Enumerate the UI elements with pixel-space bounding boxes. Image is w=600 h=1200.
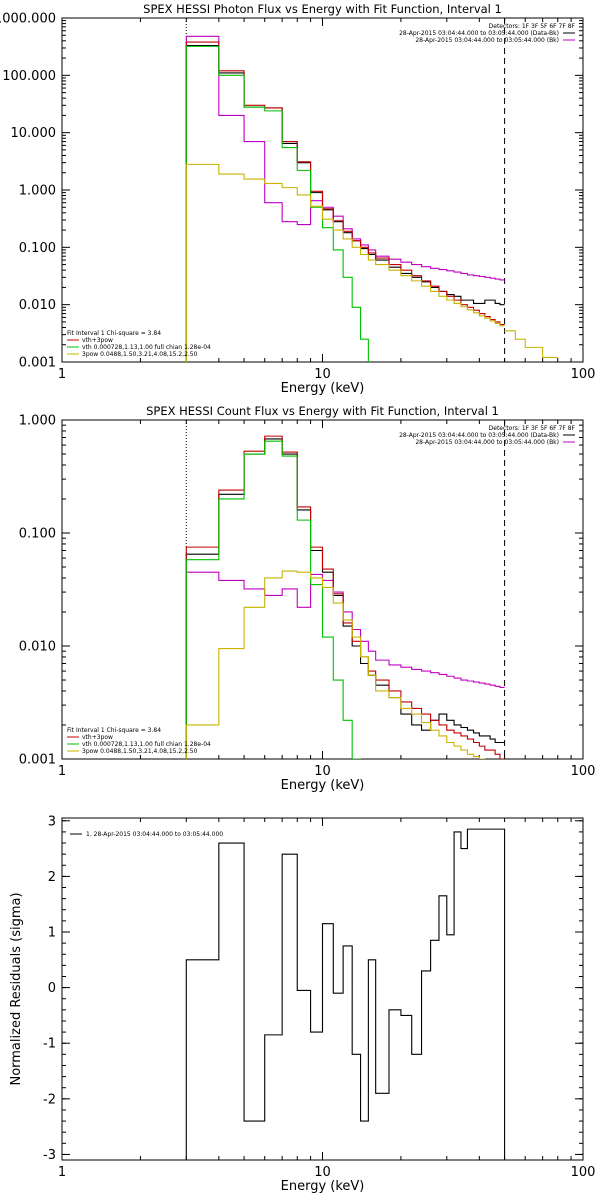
y-tick-label: 10.000 (11, 126, 57, 141)
x-tick-label: 1 (58, 764, 66, 779)
y-tick-label: 0.010 (19, 640, 56, 655)
series-layer (185, 828, 506, 1160)
series-vth-3pow (185, 435, 505, 759)
y-tick-label: 0.100 (19, 527, 56, 542)
y-tick-label: 100.000 (2, 69, 56, 84)
y-tick-label: -2 (43, 1092, 56, 1107)
legend-entry: 28-Apr-2015 03:04:44.000 to 03:05:44.000… (415, 439, 559, 446)
legend-entry: Detectors: 1F 3F 5F 6F 7F 8F (489, 425, 576, 432)
series-vth (185, 440, 362, 759)
x-tick-label: 10 (314, 764, 331, 779)
series-3pow (185, 163, 505, 362)
legend-entry: 28-Apr-2015 03:04:44.000 to 03:05:44.000… (399, 432, 559, 439)
x-tick-label: 100 (571, 764, 596, 779)
y-tick-label: -1 (43, 1037, 56, 1052)
legend-entry: 3pow 0.0488,1.50,3.21,4.08,15.2,2.50 (82, 351, 198, 358)
chart-title: SPEX HESSI Count Flux vs Energy with Fit… (146, 404, 499, 418)
x-axis-label: Energy (keV) (281, 778, 365, 793)
legend-entry: 28-Apr-2015 03:04:44.000 to 03:05:44.000… (415, 37, 559, 44)
legend-entry: 1. 28-Apr-2015 03:04:44.000 to 03:05:44.… (86, 831, 223, 838)
legend-entry: Detectors: 1F 3F 5F 6F 7F 8F (489, 23, 576, 30)
x-tick-label: 100 (571, 367, 596, 382)
y-tick-label: 0.001 (19, 753, 56, 768)
x-tick-label: 1 (58, 367, 66, 382)
legend-entry: Fit Interval 1 Chi-square = 3.84 (67, 330, 161, 337)
series-layer (185, 435, 526, 784)
legend-entry: Fit Interval 1 Chi-square = 3.84 (67, 727, 161, 734)
y-tick-label: 0.010 (19, 298, 56, 313)
series-3pow-tail (504, 330, 558, 359)
legend-entry: vth+3pow (82, 734, 113, 741)
y-tick-label: 2 (48, 870, 56, 885)
series-3pow (185, 570, 486, 759)
legend-entry: 28-Apr-2015 03:04:44.000 to 03:05:44.000… (399, 30, 559, 37)
series-bk (185, 571, 505, 759)
y-tick-label: 0.100 (19, 241, 56, 256)
y-tick-label: 1.000 (19, 184, 56, 199)
series-3pow-tail (505, 770, 526, 784)
series-data-bk (185, 438, 505, 759)
x-tick-label: 1 (58, 1165, 66, 1180)
chart-2: SPEX HESSI Count Flux vs Energy with Fit… (19, 404, 596, 793)
chart-1: SPEX HESSI Photon Flux vs Energy with Fi… (0, 2, 596, 396)
y-tick-label: 3 (48, 814, 56, 829)
x-axis-label: Energy (keV) (281, 1179, 365, 1194)
x-tick-label: 10 (314, 1165, 331, 1180)
x-axis-label: Energy (keV) (281, 381, 365, 396)
series-vth (185, 45, 369, 362)
y-tick-label: 1.000 (19, 414, 56, 429)
legend-entry: vth 0.000728,1.13,1.00 full chian 1.28e-… (82, 344, 211, 351)
series-1-28-apr-2015-03-04-44-000-to-03-05-44-000 (185, 828, 506, 1160)
legend-entry: vth 0.000728,1.13,1.00 full chian 1.28e-… (82, 741, 211, 748)
series-bk (185, 35, 505, 362)
y-tick-label: 0.001 (19, 356, 56, 371)
y-tick-label: -3 (43, 1148, 56, 1163)
y-axis-label: Normalized Residuals (sigma) (9, 892, 24, 1085)
series-vth-3pow (185, 41, 505, 362)
chart-title: SPEX HESSI Photon Flux vs Energy with Fi… (143, 2, 502, 16)
legend-entry: 3pow 0.0488,1.50,3.21,4.08,15.2,2.50 (82, 748, 198, 755)
y-tick-label: 0 (48, 981, 56, 996)
x-tick-label: 100 (571, 1165, 596, 1180)
y-tick-label: 1000.000 (0, 12, 56, 27)
legend-entry: vth+3pow (82, 337, 113, 344)
y-tick-label: 1 (48, 926, 56, 941)
series-layer (185, 35, 558, 362)
x-tick-label: 10 (314, 367, 331, 382)
